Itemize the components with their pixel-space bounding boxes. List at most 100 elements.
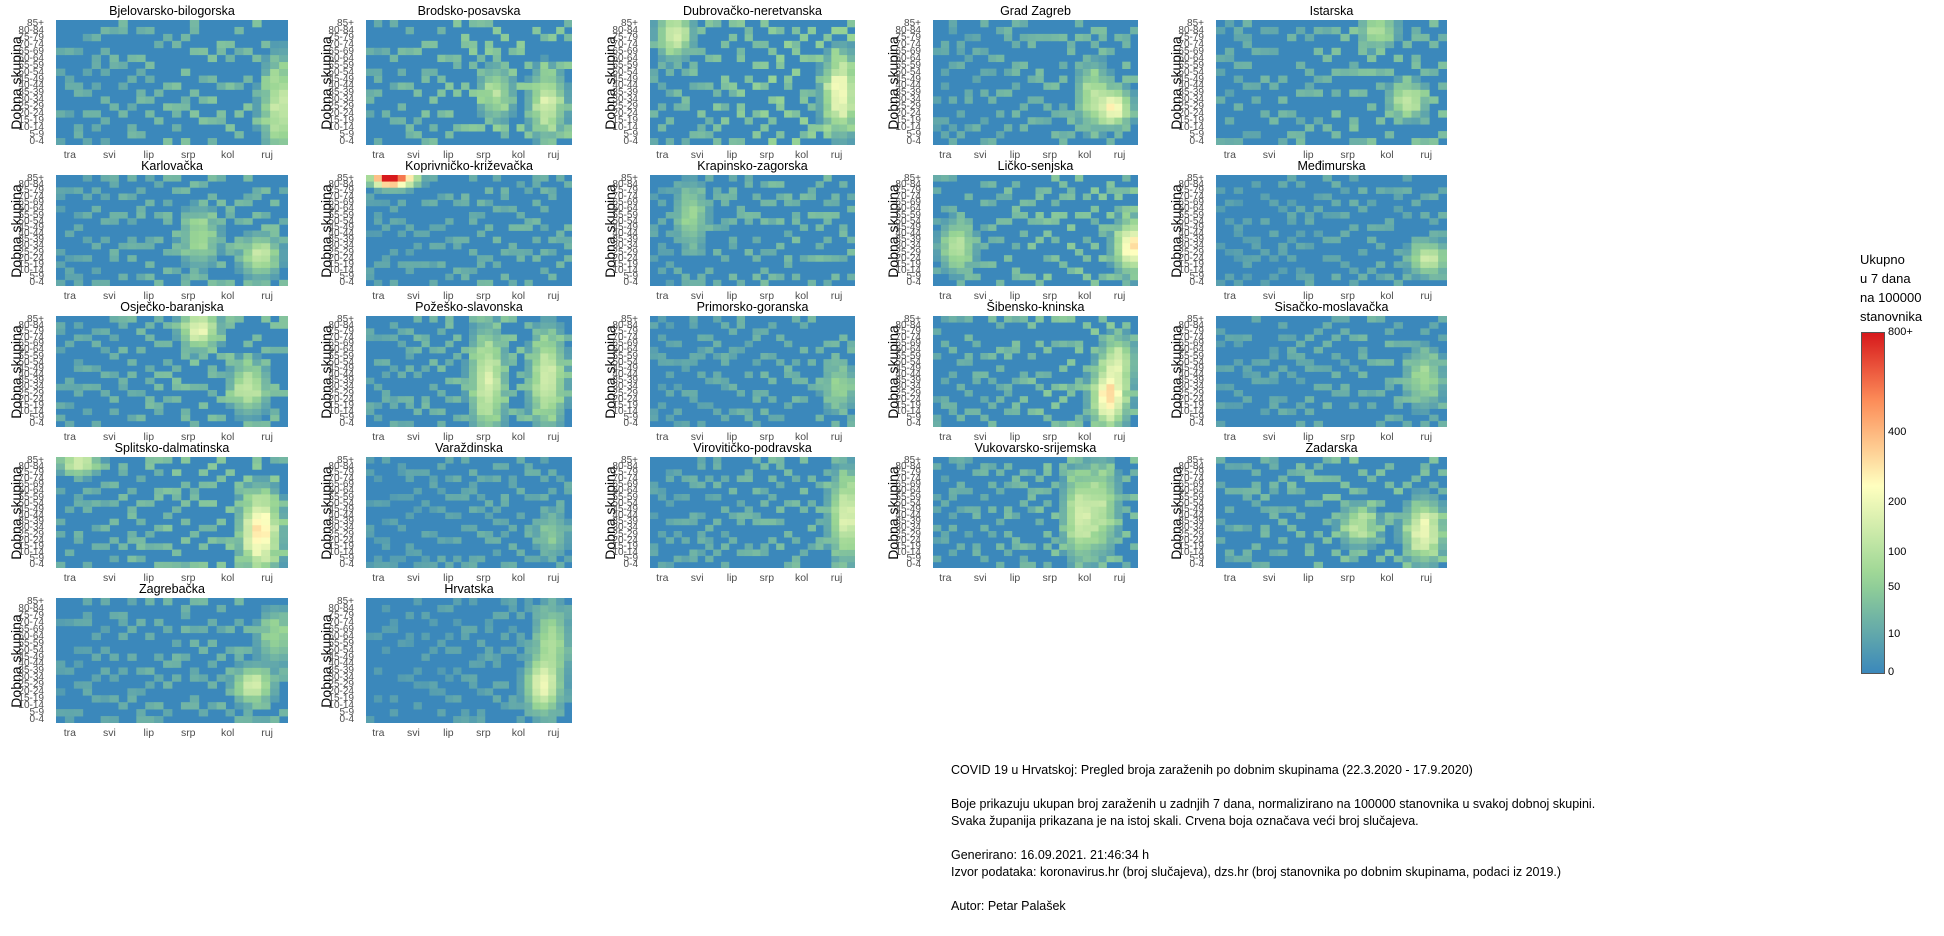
heatmap-cell (564, 377, 572, 385)
y-tick-label: 5-9 (339, 129, 354, 141)
heatmap-cell (492, 89, 502, 97)
heatmap-cell (64, 457, 75, 464)
heatmap-cell (532, 103, 541, 111)
heatmap-cell (681, 518, 690, 526)
heatmap-cell (752, 518, 761, 526)
heatmap-cell (1051, 512, 1060, 520)
heatmap-cell (1375, 242, 1386, 250)
heatmap-cell (64, 340, 75, 348)
heatmap-cell (243, 674, 253, 682)
heatmap-cell (1130, 543, 1138, 550)
heatmap-cell (469, 47, 478, 56)
heatmap-cell (1438, 555, 1447, 563)
heatmap-cell (839, 561, 848, 568)
heatmap-cell (189, 420, 200, 427)
heatmap-cell (109, 249, 119, 256)
heatmap-cell (1059, 61, 1068, 70)
heatmap-cell (198, 625, 209, 634)
heatmap-cell (784, 500, 793, 507)
heatmap-cell (1082, 89, 1092, 97)
x-tick-label: srp (759, 149, 775, 161)
heatmap-cell (524, 695, 533, 703)
heatmap-cell (1098, 359, 1107, 366)
y-tick-label: 80-84 (612, 460, 638, 472)
heatmap-cell (476, 653, 486, 661)
heatmap-cell (1082, 193, 1092, 201)
heatmap-cell (1304, 469, 1315, 476)
heatmap-cell (252, 230, 262, 238)
heatmap-cell (540, 96, 549, 104)
heatmap-cell (492, 383, 502, 391)
heatmap-cell (1384, 340, 1395, 348)
x-tick-label: lip (143, 727, 155, 739)
heatmap-cell (815, 110, 824, 118)
heatmap-cell (461, 371, 470, 379)
heatmap-cell (1059, 463, 1068, 470)
heatmap-cell (421, 653, 430, 661)
heatmap-cell (831, 68, 840, 76)
heatmap-cell (791, 47, 801, 56)
heatmap-cell (516, 487, 525, 495)
heatmap-cell (136, 688, 146, 696)
heatmap-cell (1216, 279, 1226, 286)
heatmap-cell (484, 359, 494, 366)
heatmap-cell (1393, 487, 1403, 495)
heatmap-cell (681, 279, 690, 286)
heatmap-cell (1067, 561, 1076, 568)
heatmap-cell (279, 242, 288, 250)
heatmap-cell (1106, 371, 1115, 379)
heatmap-cell (768, 273, 777, 281)
heatmap-cell (540, 646, 549, 654)
heatmap-cell (768, 537, 777, 544)
heatmap-cell (524, 598, 533, 606)
heatmap-cell (484, 328, 494, 335)
heatmap-cell (492, 236, 502, 244)
heatmap-cell (1114, 261, 1123, 268)
heatmap-cell (56, 279, 66, 286)
heatmap-cell (243, 506, 253, 513)
y-tick-label: 75-79 (1178, 31, 1204, 43)
y-tick-label: 35-39 (18, 234, 44, 246)
heatmap-cell (980, 224, 989, 231)
heatmap-cell (1429, 396, 1439, 403)
heatmap-cell (1233, 138, 1244, 145)
heatmap-cell (524, 463, 533, 470)
heatmap-cell (381, 561, 391, 568)
heatmap-cell (476, 316, 486, 323)
heatmap-cell (453, 124, 462, 132)
y-tick-label: 25-29 (328, 101, 354, 113)
heatmap-cell (1402, 103, 1412, 111)
heatmap-cell (216, 561, 226, 568)
heatmap-cell (548, 611, 557, 620)
heatmap-cell (940, 117, 950, 125)
heatmap-cell (681, 224, 690, 231)
heatmap-cell (996, 193, 1005, 201)
heatmap-cell (492, 549, 502, 557)
heatmap-cell (1003, 124, 1013, 132)
heatmap-cell (1122, 365, 1131, 372)
heatmap-cell (492, 611, 502, 620)
heatmap-cell (145, 61, 155, 70)
heatmap-cell (1067, 224, 1076, 231)
heatmap-cell (225, 205, 235, 213)
heatmap-cell (1402, 267, 1412, 275)
heatmap-cell (500, 187, 510, 194)
heatmap-cell (940, 47, 950, 56)
heatmap-cell (1051, 255, 1060, 262)
heatmap-cell (540, 639, 549, 648)
heatmap-cell (1349, 279, 1359, 286)
heatmap-cell (1051, 481, 1060, 489)
heatmap-cell (1067, 463, 1076, 470)
heatmap-cell (1411, 261, 1421, 268)
heatmap-cell (988, 316, 997, 323)
heatmap-cell (500, 334, 510, 342)
heatmap-cell (56, 531, 66, 538)
heatmap-cell (524, 555, 533, 563)
y-tick-label: 70-74 (895, 473, 921, 485)
heatmap-cell (791, 500, 801, 507)
heatmap-cell (1216, 242, 1226, 250)
heatmap-cell (261, 110, 271, 118)
heatmap-cell (252, 117, 262, 125)
heatmap-cell (1027, 408, 1036, 416)
x-tick-label: srp (1340, 572, 1355, 584)
